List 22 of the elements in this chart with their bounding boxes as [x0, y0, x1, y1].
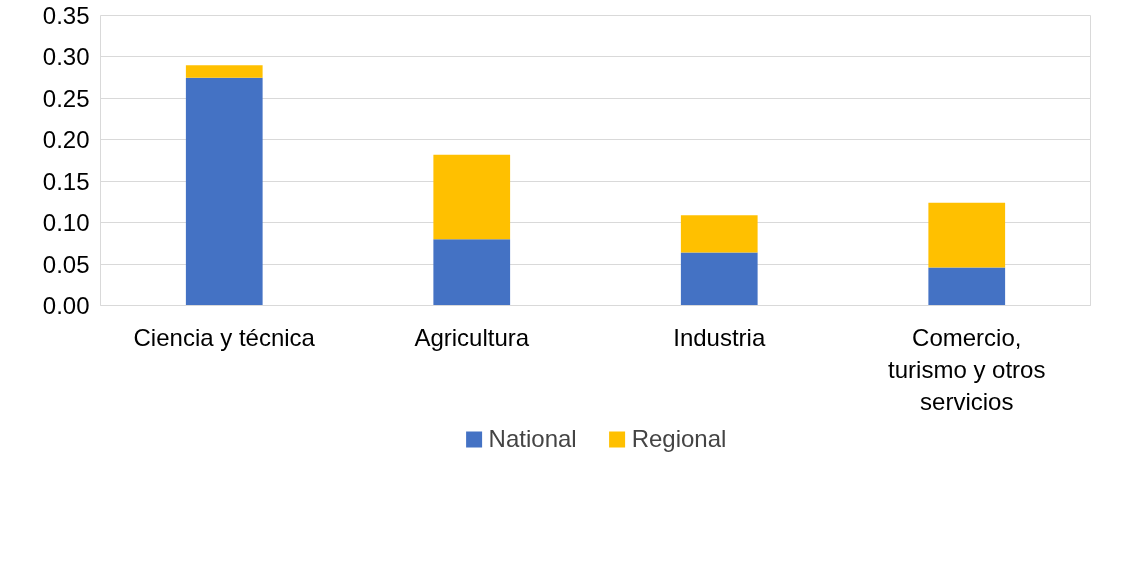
y-tick-label: 0.20: [42, 126, 90, 154]
bar: [433, 239, 511, 306]
y-tick-label: 0.15: [42, 167, 90, 195]
legend-label: National: [488, 425, 577, 453]
y-tick-label: 0.10: [42, 209, 90, 237]
bar: [185, 65, 263, 78]
y-tick-label: 0.35: [42, 2, 90, 29]
bar: [680, 215, 758, 253]
y-tick-label: 0.25: [42, 84, 90, 112]
bar: [928, 267, 1006, 306]
bar: [433, 154, 511, 240]
bar: [928, 202, 1006, 268]
bar: [185, 77, 263, 306]
x-tick-label: Comercio, turismo y otros servicios: [888, 323, 1046, 416]
x-tick-label: Agricultura: [414, 323, 530, 351]
y-tick-label: 0.00: [42, 292, 90, 319]
bar: [680, 252, 758, 306]
legend-label: Regional: [631, 425, 727, 453]
y-tick-label: 0.05: [42, 250, 90, 278]
x-tick-label: Ciencia y técnica: [133, 323, 316, 351]
x-tick-label: Industria: [673, 323, 766, 351]
y-tick-label: 0.30: [42, 43, 90, 71]
